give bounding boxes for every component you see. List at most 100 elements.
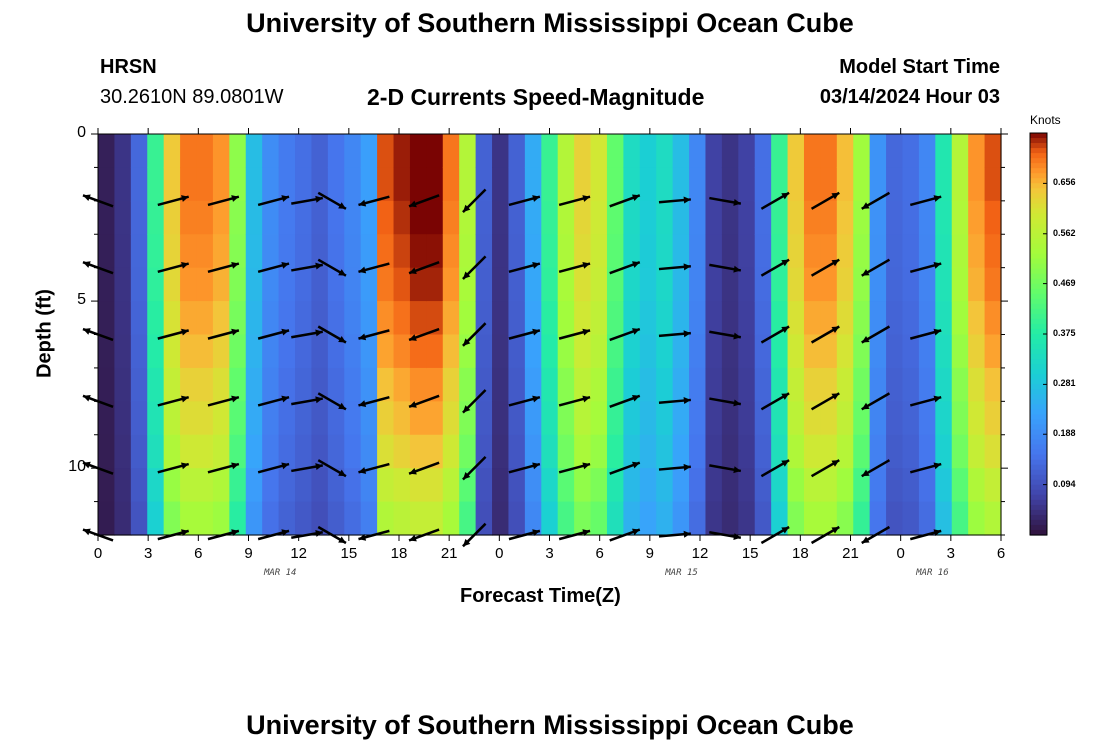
current-arrow bbox=[317, 459, 347, 478]
heatmap-cell bbox=[492, 501, 510, 536]
heatmap-cell bbox=[606, 267, 624, 302]
heatmap-cell bbox=[803, 167, 821, 202]
heatmap-cell bbox=[656, 301, 674, 336]
x-tick-label: 9 bbox=[645, 545, 654, 562]
heatmap-cell bbox=[442, 434, 460, 469]
heatmap-cell bbox=[459, 134, 477, 169]
heatmap-cell bbox=[557, 401, 575, 436]
heatmap-cell bbox=[508, 501, 526, 536]
heatmap-cell bbox=[492, 200, 510, 235]
heatmap-cell bbox=[836, 267, 854, 302]
heatmap-cell bbox=[426, 234, 444, 269]
x-tick-label: 0 bbox=[896, 545, 905, 562]
heatmap-cell bbox=[541, 501, 559, 536]
heatmap-cell bbox=[360, 468, 378, 503]
heatmap-cell bbox=[278, 468, 296, 503]
heatmap-cell bbox=[689, 134, 707, 169]
heatmap-cell bbox=[754, 401, 772, 436]
heatmap-cell bbox=[344, 468, 362, 503]
heatmap-cell bbox=[524, 167, 542, 202]
heatmap-cell bbox=[738, 501, 756, 536]
heatmap-cell bbox=[705, 468, 723, 503]
heatmap-cell bbox=[278, 267, 296, 302]
heatmap-cell bbox=[278, 301, 296, 336]
heatmap-cell bbox=[459, 167, 477, 202]
axis-ticks bbox=[91, 128, 1008, 541]
heatmap-cell bbox=[557, 134, 575, 169]
heatmap-cell bbox=[409, 234, 427, 269]
heatmap-cell bbox=[557, 301, 575, 336]
colorbar-segment bbox=[1030, 168, 1047, 174]
heatmap-cell bbox=[918, 134, 936, 169]
colorbar-segment bbox=[1030, 499, 1047, 506]
heatmap-cell bbox=[508, 267, 526, 302]
heatmap-cell bbox=[311, 267, 329, 302]
heatmap-cell bbox=[459, 267, 477, 302]
heatmap-cell bbox=[229, 134, 247, 169]
colorbar-segment bbox=[1030, 384, 1047, 390]
heatmap-cell bbox=[590, 501, 608, 536]
heatmap-cell bbox=[869, 367, 887, 402]
heatmap-cell bbox=[902, 367, 920, 402]
heatmap-cell bbox=[442, 200, 460, 235]
heatmap-cell bbox=[262, 234, 280, 269]
colorbar-segment bbox=[1030, 318, 1047, 325]
heatmap-cell bbox=[672, 200, 690, 235]
heatmap-cell bbox=[508, 468, 526, 503]
current-arrow bbox=[462, 255, 487, 280]
colorbar-segment bbox=[1030, 369, 1047, 375]
heatmap-cell bbox=[886, 134, 904, 169]
heatmap-cell bbox=[377, 434, 395, 469]
current-arrow bbox=[207, 195, 240, 207]
heatmap-cell bbox=[426, 267, 444, 302]
heatmap-cell bbox=[787, 301, 805, 336]
heatmap-cell bbox=[409, 267, 427, 302]
heatmap-cell bbox=[623, 301, 641, 336]
heatmap-cell bbox=[147, 200, 165, 235]
heatmap-cell bbox=[771, 301, 789, 336]
heatmap-cell bbox=[442, 367, 460, 402]
heatmap-cell bbox=[508, 401, 526, 436]
heatmap-cell bbox=[820, 434, 838, 469]
heatmap-cell bbox=[180, 267, 198, 302]
heatmap-cell bbox=[672, 468, 690, 503]
heatmap-cell bbox=[377, 501, 395, 536]
heatmap-cell bbox=[262, 200, 280, 235]
heatmap-cell bbox=[754, 468, 772, 503]
heatmap-cell bbox=[656, 501, 674, 536]
heatmap-cell bbox=[968, 468, 986, 503]
heatmap-cell bbox=[820, 301, 838, 336]
heatmap-cell bbox=[869, 234, 887, 269]
heatmap-cell bbox=[327, 267, 345, 302]
heatmap-cell bbox=[212, 234, 230, 269]
current-arrow bbox=[317, 392, 347, 411]
heatmap-cell bbox=[968, 367, 986, 402]
heatmap-cell bbox=[344, 200, 362, 235]
heatmap-cell bbox=[311, 401, 329, 436]
heatmap-cell bbox=[738, 301, 756, 336]
current-arrow bbox=[291, 463, 324, 473]
heatmap-cell bbox=[426, 501, 444, 536]
heatmap-cell bbox=[951, 167, 969, 202]
heatmap-cell bbox=[803, 267, 821, 302]
plot-title: 2-D Currents Speed-Magnitude bbox=[367, 84, 705, 110]
current-arrow bbox=[909, 328, 942, 340]
heatmap-cell bbox=[360, 401, 378, 436]
heatmap-cell bbox=[278, 401, 296, 436]
heatmap-cell bbox=[295, 401, 313, 436]
heatmap-cell bbox=[541, 234, 559, 269]
heatmap-cell bbox=[557, 501, 575, 536]
heatmap-cell bbox=[311, 301, 329, 336]
current-arrow bbox=[810, 459, 840, 478]
heatmap-cell bbox=[229, 301, 247, 336]
current-arrow bbox=[760, 459, 790, 478]
colorbar-segment bbox=[1030, 143, 1047, 149]
heatmap-cell bbox=[212, 367, 230, 402]
heatmap-cell bbox=[803, 200, 821, 235]
heatmap-cell bbox=[409, 334, 427, 369]
heatmap-cell bbox=[114, 200, 132, 235]
heatmap-cell bbox=[147, 401, 165, 436]
current-arrow bbox=[609, 327, 641, 342]
colorbar-segment bbox=[1030, 223, 1047, 230]
heatmap-cell bbox=[738, 267, 756, 302]
